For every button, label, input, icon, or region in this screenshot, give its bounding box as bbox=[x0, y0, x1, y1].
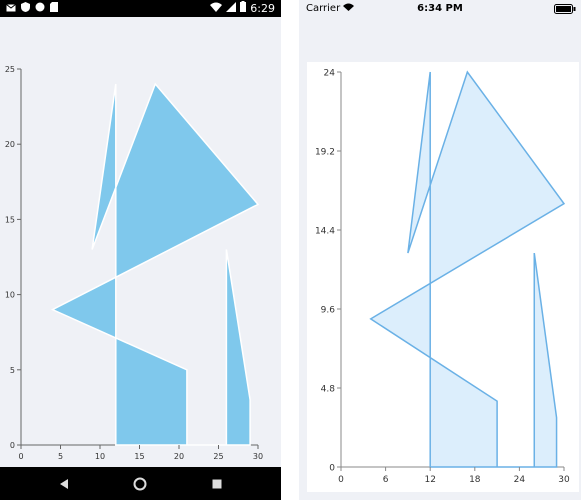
y-tick-label: 20 bbox=[5, 140, 15, 149]
y-tick-label: 15 bbox=[5, 215, 15, 224]
circle-icon bbox=[35, 2, 45, 15]
shield-icon bbox=[21, 2, 30, 15]
android-nav-bar bbox=[0, 467, 281, 500]
x-tick-label: 5 bbox=[58, 452, 63, 460]
x-tick-label: 24 bbox=[514, 475, 526, 485]
x-tick-label: 30 bbox=[558, 475, 570, 485]
x-tick-label: 0 bbox=[338, 475, 344, 485]
clock-text: 6:29 bbox=[250, 2, 275, 15]
android-area-chart: 0 5 10 15 20 25 30 0 5 10 15 20 25 bbox=[0, 60, 281, 460]
signal-icon bbox=[226, 2, 236, 15]
x-tick-label: 18 bbox=[469, 475, 481, 485]
y-tick-label: 25 bbox=[5, 65, 15, 74]
ios-status-bar: Carrier 6:34 PM bbox=[299, 0, 581, 20]
divider bbox=[281, 0, 299, 500]
android-status-bar: 6:29 bbox=[0, 0, 281, 17]
home-button[interactable] bbox=[120, 467, 160, 500]
y-tick-label: 0 bbox=[329, 464, 335, 474]
ios-area-chart: 0 6 12 18 24 30 0 4.8 9.6 14.4 19.2 24 bbox=[307, 62, 579, 492]
wifi-icon bbox=[210, 2, 222, 15]
y-tick-label: 4.8 bbox=[321, 385, 336, 395]
y-tick-label: 14.4 bbox=[315, 227, 335, 237]
x-tick-label: 20 bbox=[174, 452, 184, 460]
y-tick-label: 5 bbox=[10, 366, 15, 375]
y-tick-label: 24 bbox=[324, 69, 336, 79]
y-tick-label: 19.2 bbox=[315, 148, 335, 158]
y-tick-label: 9.6 bbox=[321, 306, 336, 316]
recents-icon bbox=[212, 479, 222, 489]
y-tick-label: 10 bbox=[5, 291, 15, 300]
back-icon bbox=[59, 479, 69, 489]
android-screen: 6:29 0 5 10 15 20 25 30 0 5 10 15 20 25 bbox=[0, 0, 281, 500]
battery-icon bbox=[240, 1, 246, 15]
recents-button[interactable] bbox=[197, 467, 237, 500]
area-series bbox=[53, 84, 258, 445]
mail-icon bbox=[6, 2, 16, 15]
x-tick-label: 10 bbox=[95, 452, 105, 460]
ios-screen: Carrier 6:34 PM 0 6 12 18 24 30 0 4.8 9.6 14.4 19.… bbox=[299, 0, 581, 500]
back-button[interactable] bbox=[44, 467, 84, 500]
battery-icon bbox=[554, 4, 576, 17]
sd-card-icon bbox=[50, 2, 58, 15]
x-tick-label: 25 bbox=[213, 452, 223, 460]
x-tick-label: 6 bbox=[383, 475, 389, 485]
x-tick-label: 0 bbox=[18, 452, 23, 460]
home-icon bbox=[133, 477, 147, 491]
y-tick-label: 0 bbox=[10, 441, 15, 450]
area-series bbox=[371, 72, 564, 467]
clock-text: 6:34 PM bbox=[299, 3, 581, 14]
x-tick-label: 15 bbox=[134, 452, 144, 460]
x-tick-label: 12 bbox=[424, 475, 435, 485]
x-tick-label: 30 bbox=[253, 452, 263, 460]
chart-panel: 0 6 12 18 24 30 0 4.8 9.6 14.4 19.2 24 bbox=[307, 62, 579, 492]
